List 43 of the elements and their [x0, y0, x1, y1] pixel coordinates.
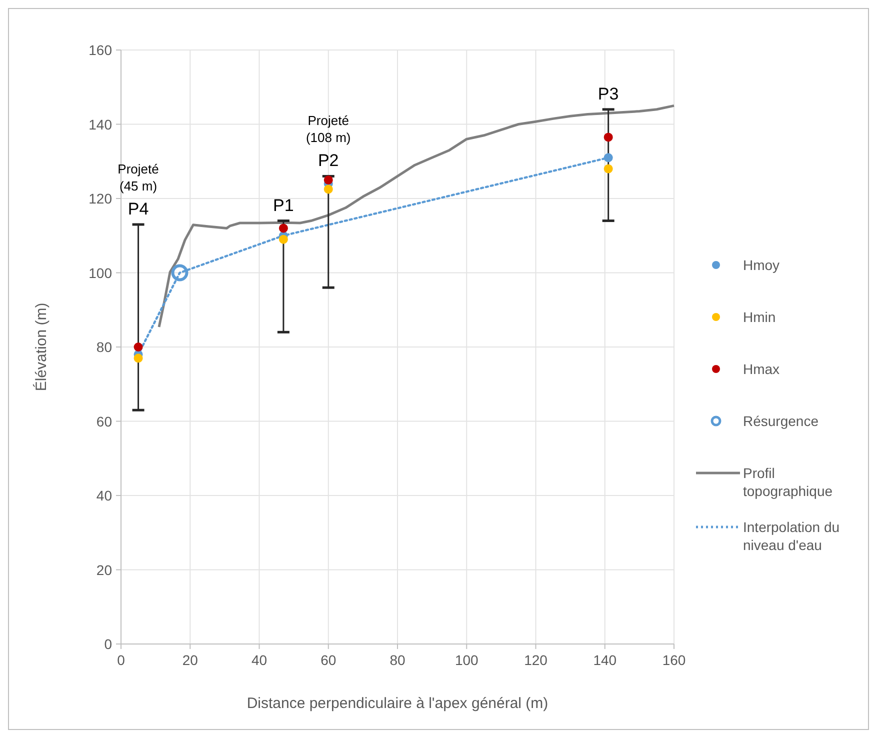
- annotation: Projeté (45 m): [118, 161, 159, 194]
- y-tick-label: 20: [96, 562, 112, 578]
- x-axis-title: Distance perpendiculaire à l'apex général (m): [246, 695, 548, 712]
- legend-label: Hmoy: [743, 257, 780, 273]
- legend-label: Hmin: [743, 309, 776, 325]
- point: [134, 354, 143, 363]
- x-tick-label: 0: [117, 652, 126, 668]
- line-series: [158, 104, 676, 328]
- x-tick-label: 100: [454, 652, 479, 668]
- x-tick-label: 40: [251, 652, 268, 668]
- point: [324, 175, 333, 184]
- y-tick-label: 0: [104, 636, 112, 652]
- y-tick-label: 140: [88, 116, 112, 132]
- x-tick-label: 60: [320, 652, 336, 668]
- point: [604, 132, 613, 142]
- annotation: P2: [318, 151, 339, 170]
- point: [134, 342, 143, 352]
- point: [324, 184, 333, 194]
- annotation: Projeté (108 m): [306, 113, 351, 146]
- y-tick-label: 80: [96, 339, 112, 355]
- annotation: P1: [273, 196, 294, 215]
- x-tick-label: 160: [662, 652, 686, 668]
- legend-label: Hmax: [743, 361, 780, 377]
- point: [278, 224, 288, 233]
- point: [278, 234, 288, 244]
- x-tick-label: 120: [524, 652, 548, 668]
- legend-label: Profil topographique: [743, 465, 833, 499]
- annotation: P3: [598, 84, 619, 104]
- point: [171, 264, 188, 282]
- x-tick-label: 80: [390, 652, 406, 668]
- y-axis-title: Élévation (m): [32, 302, 50, 392]
- annotation: P4: [128, 199, 149, 218]
- legend-label: Résurgence: [743, 413, 819, 429]
- point: [604, 164, 613, 174]
- y-tick-label: 160: [88, 42, 112, 58]
- y-tick-label: 40: [96, 488, 112, 504]
- y-tick-label: 100: [88, 264, 112, 281]
- point: [604, 153, 613, 162]
- y-tick-label: 120: [88, 190, 112, 206]
- x-tick-label: 20: [182, 652, 198, 668]
- x-tick-label: 140: [593, 652, 617, 668]
- legend-label: Interpolation du niveau d'eau: [743, 519, 840, 553]
- y-tick-label: 60: [96, 413, 112, 430]
